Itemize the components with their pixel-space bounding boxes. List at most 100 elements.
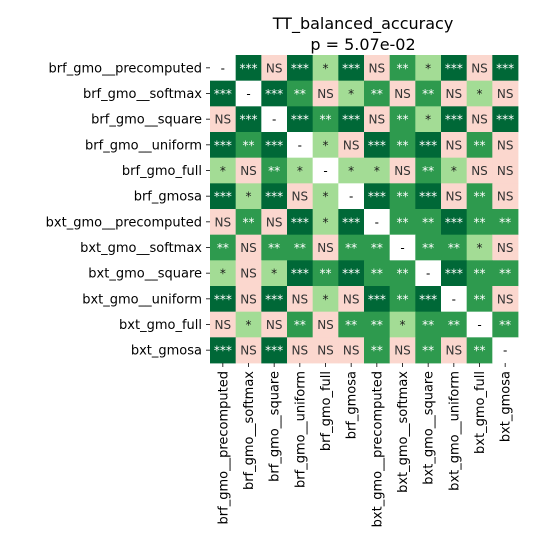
heatmap-cell-label: ***: [291, 113, 309, 127]
heatmap-cell-label: NS: [317, 344, 334, 358]
heatmap-cell-label: **: [268, 241, 280, 255]
heatmap-cell-label: *: [477, 241, 483, 255]
heatmap-cell-label: ***: [214, 292, 232, 306]
heatmap-cell-label: **: [371, 318, 383, 332]
column-tick-label: bxt_gmo_full: [473, 371, 488, 454]
heatmap-cell-label: ***: [265, 138, 283, 152]
heatmap-cell-label: -: [452, 292, 456, 306]
heatmap-cell-label: NS: [240, 292, 257, 306]
row-tick-label: bxt_gmo__softmax: [80, 241, 202, 256]
heatmap-cell: [415, 311, 442, 338]
heatmap-cell-label: **: [448, 241, 460, 255]
heatmap-cell-label: NS: [394, 344, 411, 358]
column-tick-label: brf_gmo__precomputed: [216, 371, 231, 524]
heatmap-cell: [338, 157, 365, 184]
heatmap-cell-label: NS: [215, 113, 232, 127]
heatmap-cell: [441, 132, 468, 159]
heatmap-cell: [261, 80, 288, 107]
heatmap-cell-label: ***: [445, 215, 463, 229]
heatmap-cell-label: ***: [368, 190, 386, 204]
heatmap-cell-label: NS: [471, 113, 488, 127]
heatmap-cell: [389, 106, 416, 133]
heatmap-cell-label: *: [425, 61, 431, 75]
heatmap-cell-label: -: [477, 318, 481, 332]
heatmap-cell-label: NS: [343, 292, 360, 306]
heatmap-cell: [389, 157, 416, 184]
heatmap-cell-label: NS: [497, 164, 514, 178]
column-tick-label: bxt_gmo__square: [422, 371, 437, 485]
heatmap-cell: [364, 286, 391, 313]
heatmap-cell: [338, 234, 365, 261]
heatmap-cell: [287, 132, 314, 159]
heatmap-cell: [492, 55, 519, 82]
heatmap-cell: [466, 80, 493, 107]
heatmap-cell-label: ***: [419, 138, 437, 152]
heatmap-cell: [210, 209, 237, 236]
heatmap-cell-label: *: [425, 113, 431, 127]
heatmap-cell-label: **: [268, 164, 280, 178]
heatmap-cell-label: NS: [317, 241, 334, 255]
heatmap-cell-label: NS: [266, 318, 283, 332]
heatmap-cell-label: *: [348, 87, 354, 101]
heatmap-cell-label: **: [371, 241, 383, 255]
row-tick-label: brf_gmo__uniform: [85, 138, 202, 153]
heatmap-cell-label: *: [220, 164, 226, 178]
heatmap-cell-label: **: [422, 241, 434, 255]
heatmap-cell-label: NS: [292, 292, 309, 306]
heatmap-cell: [210, 260, 237, 287]
heatmap-cell: [261, 260, 288, 287]
heatmap-cell-label: ***: [291, 61, 309, 75]
heatmap-cell: [415, 183, 442, 210]
heatmap-cell-label: ***: [496, 113, 514, 127]
heatmap-cell: [312, 286, 339, 313]
heatmap-cell: [261, 106, 288, 133]
row-tick-label: brf_gmosa: [134, 190, 202, 205]
heatmap-cell-label: ***: [419, 190, 437, 204]
heatmap-cell-label: **: [422, 87, 434, 101]
heatmap-cell-label: -: [426, 267, 430, 281]
heatmap-cell-label: *: [348, 164, 354, 178]
heatmap-cell: [261, 55, 288, 82]
heatmap-cell: [415, 132, 442, 159]
heatmap-cell-label: **: [320, 267, 332, 281]
heatmap-cell: [415, 106, 442, 133]
heatmap-cell: [441, 55, 468, 82]
heatmap-cell-label: **: [397, 61, 409, 75]
heatmap-cell: [312, 80, 339, 107]
heatmap-cell: [287, 209, 314, 236]
heatmap-cell-label: **: [474, 215, 486, 229]
column-tick-label: bxt_gmo__softmax: [396, 371, 411, 493]
heatmap-cell-label: **: [422, 215, 434, 229]
heatmap-cell: [415, 337, 442, 364]
heatmap-cell-label: NS: [266, 61, 283, 75]
heatmap-cell-label: ***: [214, 190, 232, 204]
heatmap-cell-label: **: [345, 318, 357, 332]
heatmap-cells: [210, 55, 519, 364]
heatmap-cell-label: -: [298, 138, 302, 152]
heatmap-cell: [492, 157, 519, 184]
heatmap-cell: [364, 260, 391, 287]
heatmap-cell-label: *: [271, 267, 277, 281]
heatmap-cell: [235, 106, 262, 133]
heatmap-cell-label: NS: [497, 138, 514, 152]
heatmap-cell: [338, 132, 365, 159]
heatmap-cell: [441, 106, 468, 133]
heatmap-cell: [287, 80, 314, 107]
heatmap-cell: [364, 157, 391, 184]
heatmap-cell-label: NS: [317, 318, 334, 332]
heatmap-cell-label: **: [397, 190, 409, 204]
heatmap-cell: [364, 234, 391, 261]
heatmap-cell: [210, 132, 237, 159]
heatmap-cell: [338, 55, 365, 82]
heatmap-cell: [235, 311, 262, 338]
heatmap-cell: [312, 183, 339, 210]
heatmap-cell-label: *: [400, 318, 406, 332]
heatmap-cell-label: NS: [446, 190, 463, 204]
heatmap-cell: [235, 209, 262, 236]
heatmap-cell-label: NS: [497, 87, 514, 101]
heatmap-cell: [364, 55, 391, 82]
heatmap-cell-label: ***: [419, 292, 437, 306]
heatmap-cell: [338, 106, 365, 133]
heatmap-cell-label: NS: [369, 61, 386, 75]
heatmap-cell: [261, 234, 288, 261]
